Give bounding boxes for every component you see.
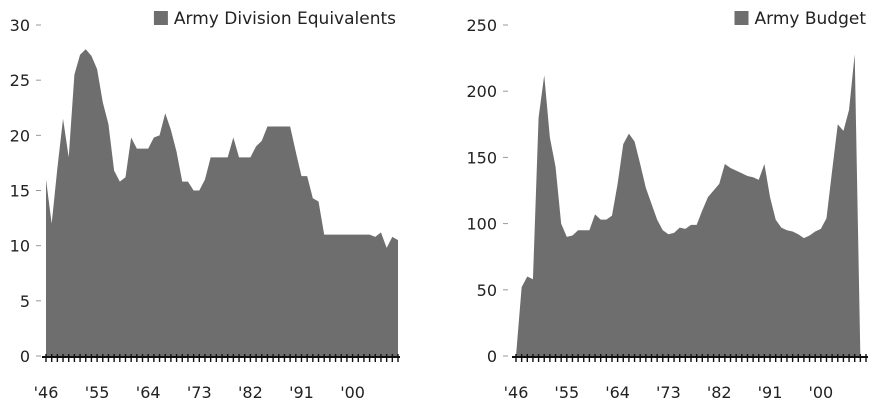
- x-tick-label: '46: [504, 383, 529, 402]
- y-tick-label: 250: [466, 16, 497, 35]
- x-tick-label: '55: [554, 383, 579, 402]
- chart-army-division-equivalents: 0 5 10 15 20 25 30 '46 '55 '64 '73 '82 '91 '00 Army Di…: [10, 9, 400, 402]
- x-tick-label: '82: [238, 383, 263, 402]
- x-tick-label: '73: [187, 383, 212, 402]
- x-tick-label: '00: [340, 383, 365, 402]
- y-tick-label: 30: [10, 16, 30, 35]
- area-series: [46, 49, 398, 357]
- y-tick-label: 0: [20, 347, 30, 366]
- y-tick-label: 15: [10, 182, 30, 201]
- x-tick-label: '46: [34, 383, 59, 402]
- legend-swatch: [153, 11, 168, 25]
- x-tick-label: '91: [758, 383, 783, 402]
- x-tick-label: '00: [808, 383, 833, 402]
- area-series: [516, 54, 866, 356]
- chart-army-budget: 0 50 100 150 200 250 '46 '55 '64 '73 '82 '91 '00 Army…: [466, 9, 868, 402]
- y-tick-label: 10: [10, 237, 30, 256]
- x-tick-label: '55: [85, 383, 110, 402]
- y-tick-label: 200: [466, 82, 497, 101]
- x-tick-label: '82: [707, 383, 732, 402]
- y-tick-label: 20: [10, 126, 30, 145]
- y-tick-label: 100: [466, 215, 497, 234]
- y-tick-label: 50: [477, 281, 497, 300]
- legend-label: Army Division Equivalents: [174, 9, 396, 29]
- y-tick-label: 0: [487, 347, 497, 366]
- y-tick-label: 5: [20, 292, 30, 311]
- x-tick-label: '91: [289, 383, 314, 402]
- y-tick-label: 25: [10, 71, 30, 90]
- y-tick-label: 150: [466, 148, 497, 167]
- legend-swatch: [734, 11, 749, 25]
- x-tick-label: '73: [656, 383, 681, 402]
- x-tick-label: '64: [605, 383, 630, 402]
- legend-label: Army Budget: [755, 9, 867, 29]
- x-tick-label: '64: [136, 383, 161, 402]
